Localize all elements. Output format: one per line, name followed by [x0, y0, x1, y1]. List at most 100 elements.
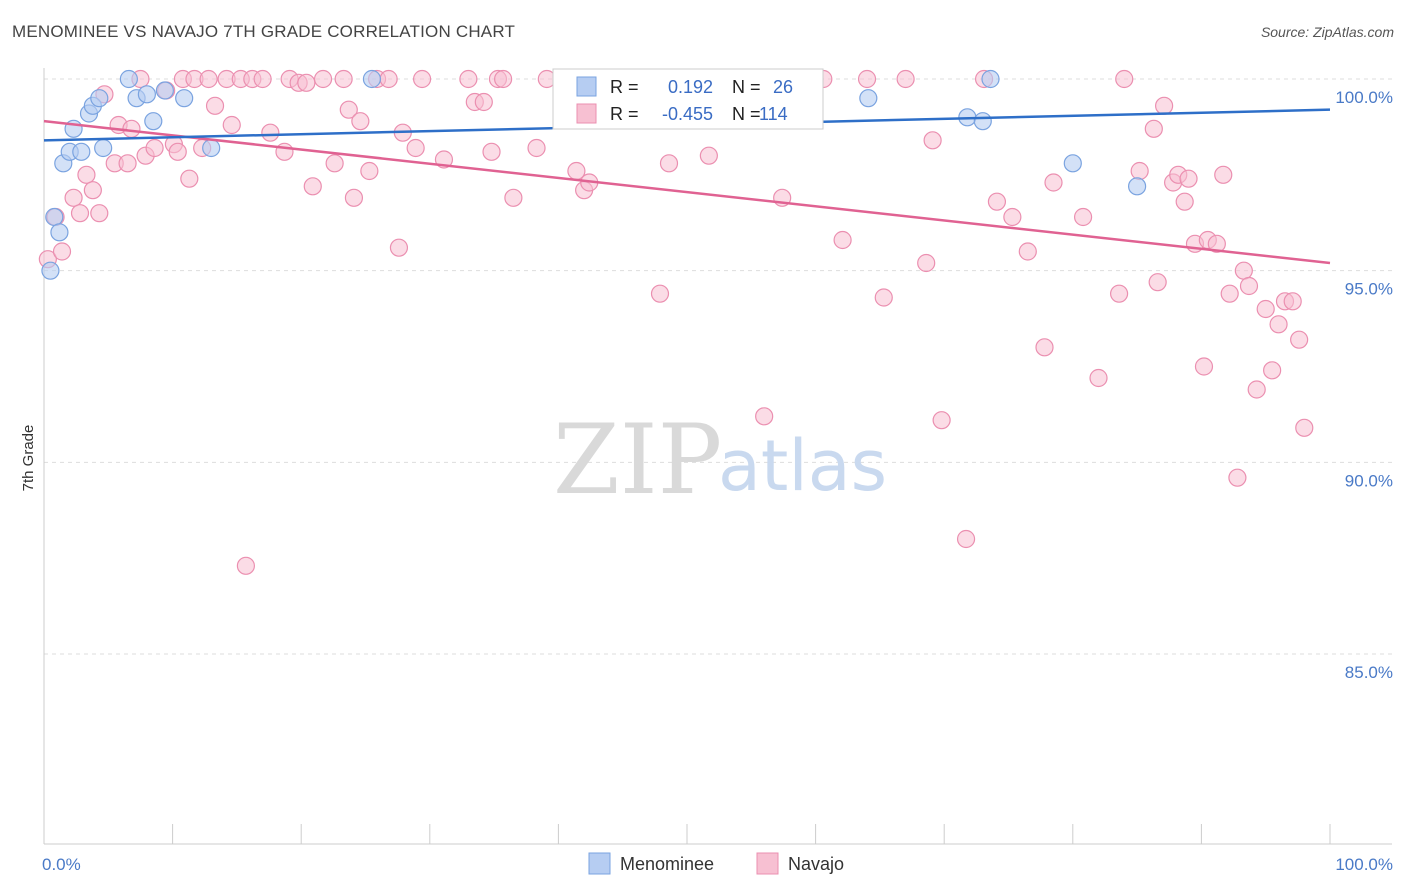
navajo-point-86: [1035, 338, 1054, 357]
bottom-legend-navajo: Navajo: [788, 854, 844, 874]
navajo-point-99: [1179, 169, 1198, 188]
source-label: Source: ZipAtlas.com: [1260, 24, 1394, 40]
navajo-point-101: [1194, 357, 1214, 376]
navajo-point-28: [236, 556, 256, 575]
menominee-point-1: [45, 207, 64, 227]
navajo-point-76: [874, 288, 893, 307]
navajo-point-89: [1089, 368, 1108, 388]
navajo-point-83: [987, 192, 1007, 211]
navajo-point-36: [303, 177, 322, 196]
navajo-point-114: [1283, 292, 1302, 311]
menominee-point-22: [973, 112, 992, 131]
x-tick-label-1: 100.0%: [1335, 855, 1393, 874]
axes: [43, 68, 1392, 845]
legend-n-value-2: 114: [759, 104, 788, 124]
navajo-point-81: [956, 529, 976, 549]
navajo-point-106: [1228, 468, 1247, 487]
navajo-point-115: [1290, 330, 1309, 349]
navajo-point-5: [77, 165, 96, 184]
navajo-point-95: [1155, 96, 1174, 115]
menominee-point-9: [90, 89, 109, 108]
navajo-point-20: [180, 169, 199, 188]
menominee-point-20: [859, 89, 878, 108]
navajo-point-15: [145, 138, 164, 158]
menominee-point-15: [155, 81, 174, 100]
navajo-point-104: [1214, 165, 1233, 184]
navajo-point-87: [1044, 173, 1063, 192]
navajo-point-38: [325, 154, 344, 173]
menominee-point-13: [137, 85, 156, 104]
navajo-point-40: [339, 100, 358, 119]
navajo-point-56: [494, 69, 513, 89]
navajo-point-91: [1115, 69, 1134, 89]
menominee-point-0: [41, 261, 60, 280]
navajo-point-78: [917, 253, 936, 273]
legend-swatch-menominee: [576, 76, 597, 97]
menominee-point-23: [981, 69, 1000, 89]
navajo-trend-line: [43, 119, 1331, 265]
legend-swatch-navajo: [576, 103, 597, 124]
navajo-point-79: [923, 131, 942, 150]
navajo-point-77: [896, 69, 915, 89]
navajo-point-98: [1175, 192, 1194, 211]
y-tick-labels: 100.0% 95.0% 90.0% 85.0%: [1335, 88, 1393, 682]
navajo-point-53: [474, 92, 493, 112]
navajo-point-2: [52, 242, 72, 261]
bottom-legend-swatch-menominee: [588, 852, 611, 875]
menominee-point-24: [1063, 154, 1082, 173]
navajo-point-69: [755, 407, 774, 426]
navajo-point-57: [504, 188, 523, 207]
navajo-point-3: [64, 188, 83, 207]
navajo-point-84: [1003, 207, 1022, 227]
bottom-legend-menominee: Menominee: [620, 854, 714, 874]
menominee-point-6: [72, 142, 91, 161]
menominee-point-10: [94, 138, 113, 158]
navajo-point-105: [1220, 284, 1239, 303]
navajo-point-41: [344, 188, 364, 207]
y-tick-label-3: 85.0%: [1345, 663, 1393, 682]
navajo-point-6: [83, 181, 102, 200]
navajo-point-30: [253, 69, 272, 89]
navajo-point-93: [1144, 119, 1163, 138]
navajo-point-116: [1295, 418, 1314, 437]
navajo-point-45: [379, 69, 398, 89]
navajo-point-24: [205, 96, 225, 115]
watermark-zip: ZIP: [553, 404, 722, 516]
navajo-point-88: [1073, 207, 1093, 227]
legend-n-label-1: N =: [732, 77, 761, 97]
y-tick-label-2: 90.0%: [1345, 471, 1393, 490]
navajo-point-39: [334, 69, 353, 89]
navajo-point-46: [389, 238, 409, 257]
navajo-point-58: [527, 138, 546, 158]
navajo-point-42: [351, 112, 370, 131]
navajo-point-67: [699, 146, 718, 165]
legend-r-value-1: 0.192: [668, 77, 713, 97]
menominee-point-18: [362, 69, 382, 89]
menominee-point-25: [1127, 177, 1147, 196]
navajo-point-49: [412, 69, 432, 89]
legend-n-label-2: N =: [732, 104, 761, 124]
navajo-point-103: [1207, 234, 1226, 253]
x-tick-label-0: 0.0%: [42, 855, 81, 874]
stats-legend: R = 0.192 N = 26 R = -0.455 N = 114: [552, 68, 824, 130]
navajo-point-31: [261, 123, 280, 142]
navajo-point-108: [1239, 276, 1259, 296]
navajo-point-23: [199, 69, 218, 89]
navajo-point-54: [482, 142, 501, 161]
y-tick-label-1: 95.0%: [1345, 280, 1393, 299]
navajo-point-80: [932, 411, 951, 430]
navajo-point-43: [360, 161, 379, 181]
series-legend: Menominee Navajo: [588, 852, 844, 875]
navajo-point-85: [1018, 242, 1037, 261]
navajo-point-37: [313, 69, 333, 89]
navajo-point-11: [118, 154, 137, 173]
navajo-point-74: [833, 230, 852, 250]
menominee-point-11: [119, 69, 138, 89]
navajo-point-35: [297, 73, 316, 92]
legend-r-label-2: R =: [610, 104, 639, 124]
navajo-point-112: [1269, 315, 1288, 334]
menominee-point-17: [202, 138, 221, 158]
navajo-point-12: [122, 119, 141, 138]
watermark-atlas: atlas: [718, 425, 887, 507]
